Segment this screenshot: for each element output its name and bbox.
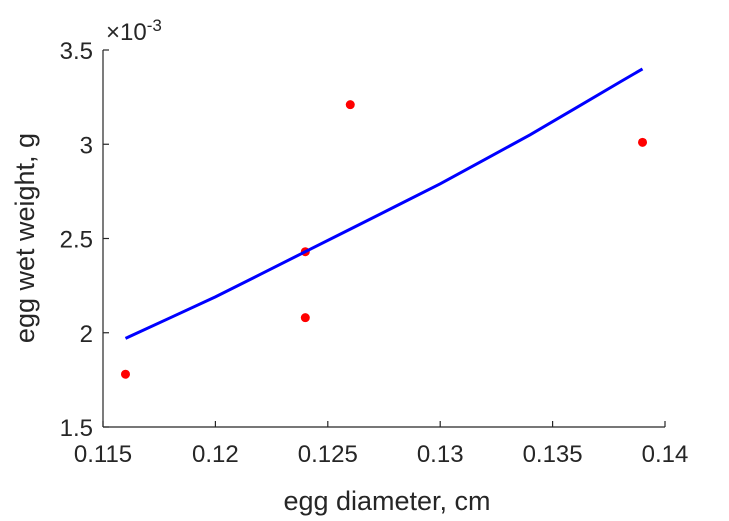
- y-tick-label: 1.5: [60, 415, 93, 442]
- fit-curve-line: [124, 67, 644, 340]
- y-tick-label: 2: [80, 321, 93, 348]
- y-tick-label: 3.5: [60, 38, 93, 65]
- x-axis-label: egg diameter, cm: [283, 486, 490, 516]
- y-tick-label: 2.5: [60, 227, 93, 254]
- y-axis-exponent-label: ×10-3: [106, 16, 162, 46]
- axes: 0.115 0.12 0.125 0.13 0.135 0.14 1.5 2 2.5 3 3.5: [60, 38, 689, 468]
- x-tick-label: 0.14: [642, 441, 689, 468]
- data-point: [638, 137, 648, 147]
- data-point: [120, 369, 130, 379]
- y-tick-label: 3: [80, 132, 93, 159]
- x-tick-label: 0.115: [74, 441, 132, 468]
- x-tick-label: 0.125: [298, 441, 358, 468]
- x-tick-label: 0.13: [417, 441, 464, 468]
- x-tick-label: 0.12: [192, 441, 239, 468]
- y-axis-label: egg wet weight, g: [10, 133, 40, 343]
- plot-area: [120, 67, 648, 379]
- x-tick-label: 0.135: [523, 441, 583, 468]
- data-point: [345, 100, 355, 110]
- data-point: [300, 313, 310, 323]
